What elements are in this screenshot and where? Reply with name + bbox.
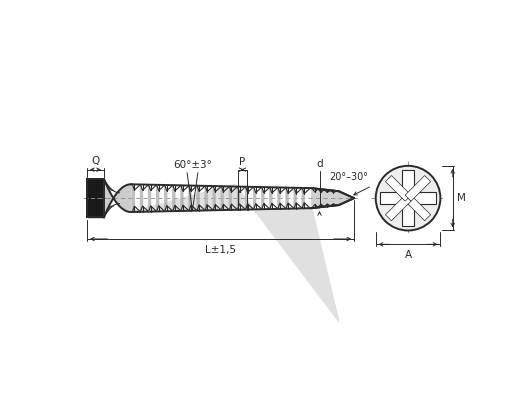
Text: A: A [404,250,411,260]
Polygon shape [294,188,296,208]
Polygon shape [205,186,207,210]
Polygon shape [229,186,231,210]
Polygon shape [132,184,134,212]
Polygon shape [104,179,131,218]
Polygon shape [405,195,430,221]
Polygon shape [405,176,430,201]
Polygon shape [385,176,411,201]
Polygon shape [262,187,264,209]
Bar [402,170,414,226]
Polygon shape [149,185,151,212]
Polygon shape [181,185,183,211]
Polygon shape [385,195,411,221]
Bar [380,192,436,204]
Polygon shape [238,186,240,210]
Text: d: d [316,159,323,169]
Polygon shape [278,188,280,209]
Polygon shape [197,186,199,211]
Text: 20°–30°: 20°–30° [329,172,368,182]
Text: P: P [240,157,246,167]
Polygon shape [189,186,191,211]
Polygon shape [312,188,354,208]
Text: M: M [457,193,465,203]
Polygon shape [270,187,272,209]
Polygon shape [131,184,339,321]
Polygon shape [302,188,304,208]
Polygon shape [221,186,223,210]
Circle shape [376,166,440,230]
Polygon shape [87,179,104,218]
Text: 60°±3°: 60°±3° [173,160,212,170]
Polygon shape [213,186,215,210]
Text: L±1,5: L±1,5 [205,245,236,255]
Polygon shape [246,187,248,210]
Polygon shape [286,188,288,209]
Polygon shape [141,184,143,212]
Polygon shape [165,185,167,211]
Polygon shape [253,187,255,209]
Text: Q: Q [91,156,100,166]
Polygon shape [156,185,159,212]
Polygon shape [173,185,175,211]
